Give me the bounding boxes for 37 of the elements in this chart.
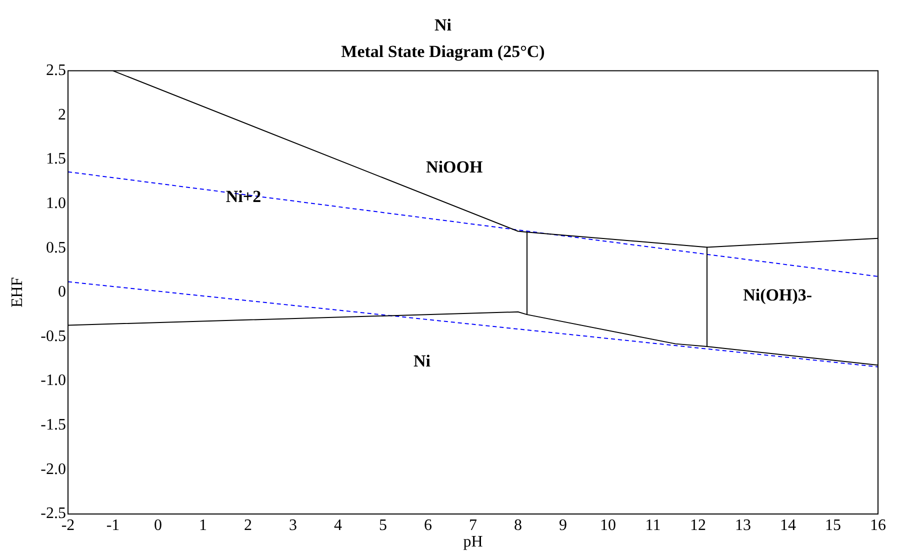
x-tick-label: 6 [424,516,432,534]
y-tick-label: 2.5 [46,62,66,80]
x-tick-label: 16 [870,516,886,534]
annotation: Ni+2 [226,186,262,206]
y-tick-label: 0 [58,284,66,301]
x-tick-label: 9 [559,516,567,534]
y-tick-label: -2.0 [40,460,66,478]
y-tick-label: -0.5 [40,328,66,345]
y-tick-label: 1.0 [46,194,66,212]
y-tick-label: 0.5 [46,239,66,256]
x-tick-label: 10 [600,516,616,534]
y-tick-label: -1.0 [40,372,66,390]
x-tick-label: -1 [106,516,120,534]
x-tick-label: 8 [514,516,522,534]
x-tick-label: 11 [645,516,661,534]
chart-subtitle: Metal State Diagram (25°C) [341,42,545,61]
annotation: NiOOH [426,158,483,177]
y-tick-label: -1.5 [40,416,66,434]
x-tick-label: 1 [199,516,207,534]
annotation: Ni(OH)3- [743,285,812,304]
x-tick-label: 3 [289,516,297,534]
y-tick-label: -2.5 [40,505,66,522]
x-tick-label: 13 [735,516,751,534]
y-tick-label: 1.5 [46,150,66,168]
x-tick-label: 0 [154,516,162,534]
x-tick-label: 2 [244,516,252,534]
x-tick-label: 7 [469,516,477,534]
x-tick-label: 15 [825,516,841,534]
x-tick-label: 5 [379,516,387,534]
x-tick-label: 4 [334,516,342,534]
x-tick-label: 12 [690,516,706,534]
y-tick-label: 2 [58,106,66,124]
chart-title: Ni [434,16,452,35]
annotation: Ni [413,351,431,370]
x-tick-label: 14 [780,516,796,534]
x-axis-title: pH [463,534,484,551]
y-axis-title: EHF [8,277,26,308]
